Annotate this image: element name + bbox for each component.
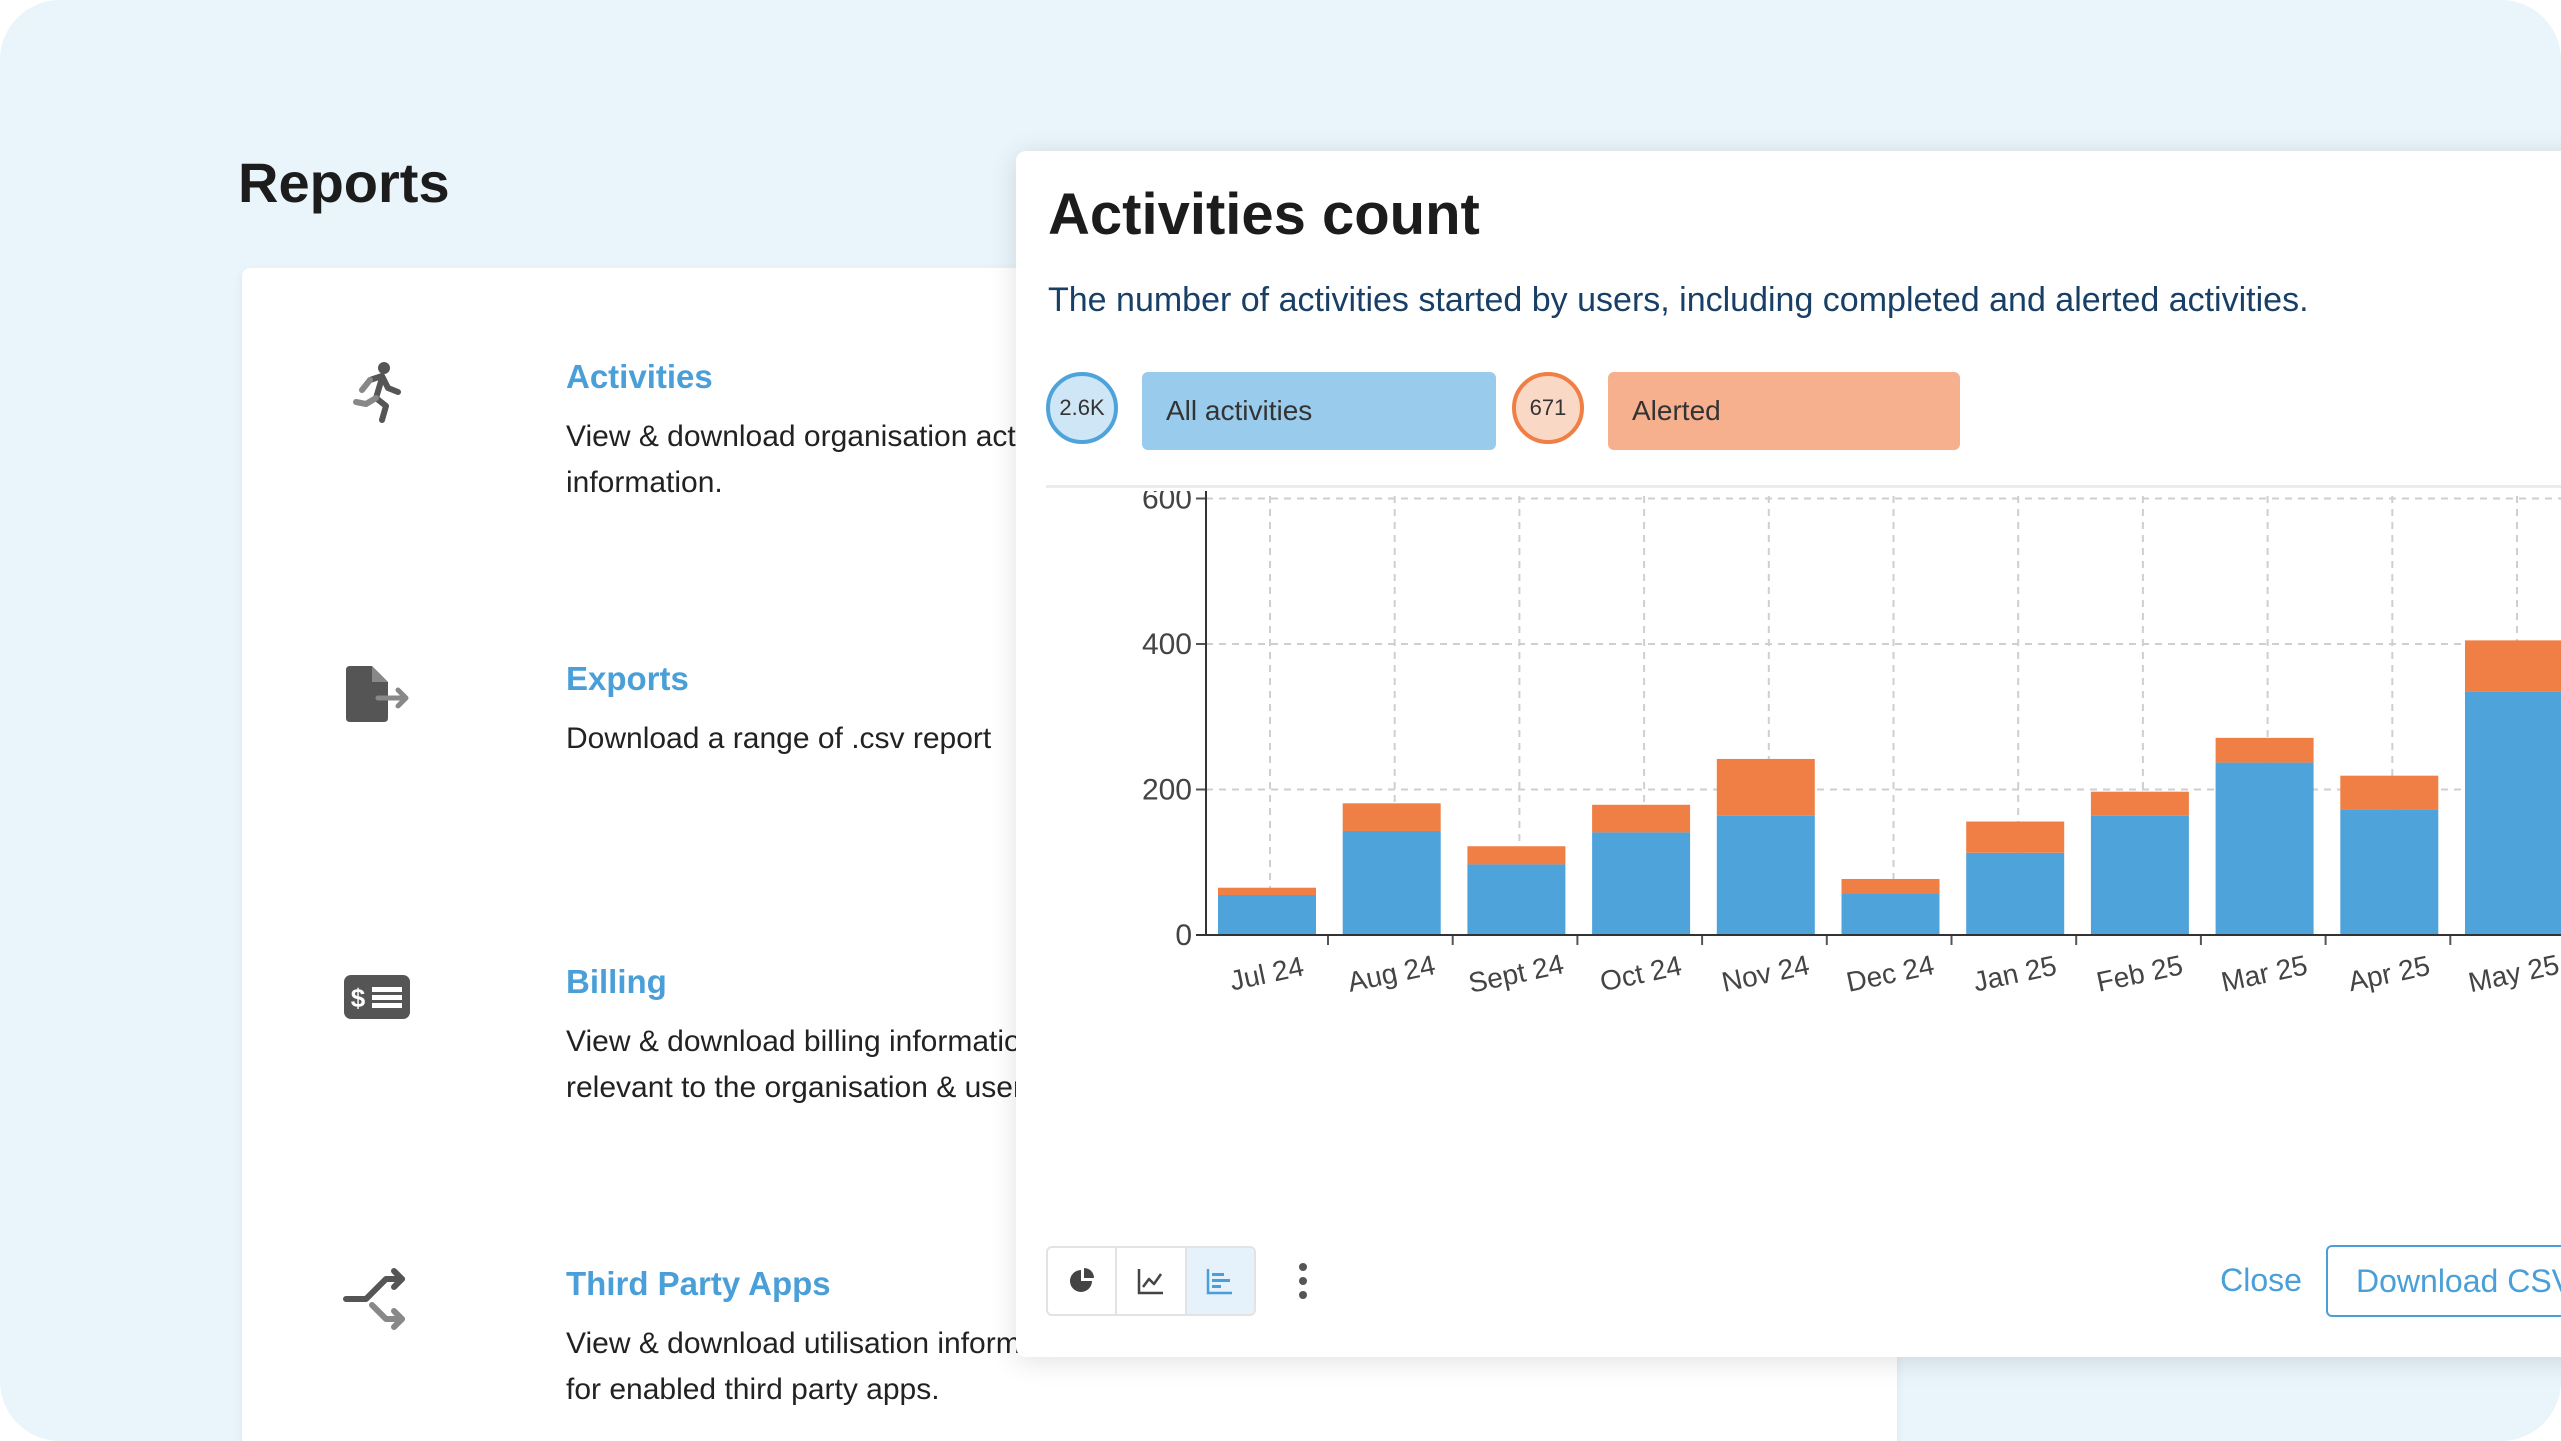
report-description: View & download billing information rele… <box>566 1025 1047 1104</box>
bar-alerted <box>2090 791 2189 816</box>
bar-all-activities <box>2340 809 2439 935</box>
x-tick-label: Sept 24 <box>1466 948 1567 998</box>
bar-alerted <box>1592 804 1691 833</box>
report-title[interactable]: Billing <box>566 963 667 1000</box>
bar-all-activities <box>1342 830 1441 935</box>
report-title[interactable]: Third Party Apps <box>566 1265 831 1302</box>
close-button[interactable]: Close <box>2196 1245 2326 1315</box>
report-title[interactable]: Exports <box>566 660 689 697</box>
chart-type-toolbar <box>1046 1246 1256 1316</box>
bar-alerted <box>1218 887 1316 895</box>
report-title[interactable]: Activities <box>566 358 713 395</box>
line-chart-button[interactable] <box>1117 1248 1187 1314</box>
report-description: View & download organisation activity in… <box>566 420 1068 499</box>
bar-all-activities <box>2090 815 2189 935</box>
download-csv-button[interactable]: Download CSV <box>2326 1245 2561 1317</box>
x-tick-label: Oct 24 <box>1597 950 1684 997</box>
y-tick-label: 400 <box>1142 628 1192 661</box>
running-person-icon <box>342 358 412 428</box>
bar-all-activities <box>1218 894 1316 935</box>
pie-chart-button[interactable] <box>1048 1248 1118 1314</box>
x-tick-label: Aug 24 <box>1345 949 1438 998</box>
bar-alerted <box>1966 821 2065 853</box>
legend-count-alerted: 671 <box>1512 372 1584 444</box>
modal-title: Activities count <box>1048 182 1480 247</box>
legend-chip-alerted[interactable]: Alerted <box>1608 372 1960 450</box>
x-tick-label: Jan 25 <box>1971 950 2060 998</box>
x-tick-label: Feb 25 <box>2094 949 2186 997</box>
bar-all-activities <box>2465 691 2561 935</box>
bar-chart-button[interactable] <box>1186 1248 1254 1314</box>
x-tick-label: Nov 24 <box>1719 949 1812 998</box>
x-tick-label: Dec 24 <box>1844 949 1937 998</box>
page-title: Reports <box>238 151 450 214</box>
legend-divider <box>1046 485 2561 488</box>
bar-all-activities <box>1841 893 1940 935</box>
report-description: View & download utilisation information … <box>566 1327 1086 1406</box>
legend-chip-all-activities[interactable]: All activities <box>1142 372 1496 450</box>
bar-alerted <box>1342 803 1441 831</box>
bar-all-activities <box>1716 815 1815 935</box>
bar-alerted <box>1467 846 1566 865</box>
modal-subtitle: The number of activities started by user… <box>1048 281 2309 319</box>
bar-alerted <box>1716 758 1815 816</box>
connect-arrows-icon <box>342 1265 412 1335</box>
file-export-icon <box>342 660 412 730</box>
bar-all-activities <box>1467 864 1566 935</box>
bar-alerted <box>2215 737 2314 763</box>
activities-count-modal: Activities count The number of activitie… <box>1016 151 2561 1357</box>
svg-text:$: $ <box>351 983 366 1013</box>
y-tick-label: 200 <box>1142 774 1192 807</box>
bar-all-activities <box>2215 762 2314 935</box>
bar-alerted <box>1841 878 1940 894</box>
more-options-button[interactable] <box>1288 1251 1318 1311</box>
bar-all-activities <box>1966 852 2065 935</box>
y-tick-label: 600 <box>1142 491 1192 516</box>
pie-chart-icon <box>1069 1268 1094 1292</box>
report-description: Download a range of .csv report <box>566 722 992 755</box>
y-tick-label: 0 <box>1175 919 1192 952</box>
bar-alerted <box>2465 640 2561 692</box>
bar-all-activities <box>1592 832 1691 935</box>
billing-card-icon: $ <box>342 963 412 1033</box>
bar-chart-icon <box>1207 1269 1233 1295</box>
more-vertical-icon <box>1299 1263 1307 1299</box>
legend-count-all-activities: 2.6K <box>1046 372 1118 444</box>
x-tick-label: Mar 25 <box>2218 949 2310 997</box>
x-tick-label: Jul 24 <box>1227 951 1307 997</box>
x-tick-label: Apr 25 <box>2345 950 2432 997</box>
x-tick-label: May 25 <box>2466 949 2561 998</box>
line-chart-icon <box>1137 1269 1163 1295</box>
bar-alerted <box>2340 775 2439 810</box>
